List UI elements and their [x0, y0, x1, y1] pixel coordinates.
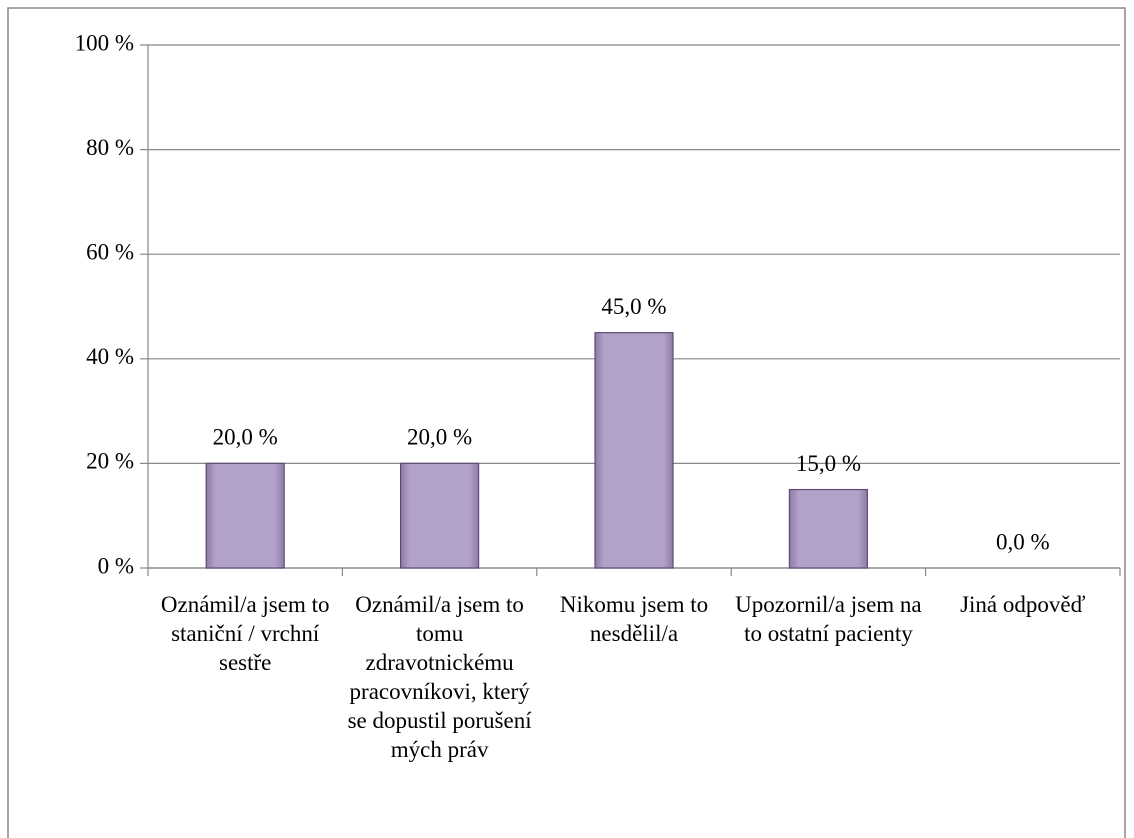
value-label: 20,0 % [213, 425, 278, 450]
bar [205, 462, 285, 569]
x-tick-label: Jiná odpověď [960, 592, 1086, 617]
x-tick-label: Nikomu jsem to nesdělil/a [560, 592, 708, 646]
y-tick-label: 0 % [98, 553, 134, 578]
bar [400, 462, 480, 569]
bar [788, 488, 869, 569]
bar [594, 332, 674, 569]
y-tick-label: 100 % [75, 30, 134, 55]
value-label: 45,0 % [601, 294, 666, 319]
y-tick-label: 20 % [86, 449, 134, 474]
x-tick-label: Oznámil/a jsem to staniční / vrchní sestře [161, 592, 330, 675]
chart-border [7, 7, 1126, 838]
y-tick-label: 60 % [86, 239, 134, 264]
value-label: 20,0 % [407, 425, 472, 450]
value-label: 0,0 % [996, 529, 1050, 554]
value-label: 15,0 % [796, 451, 861, 476]
x-tick-label: Oznámil/a jsem to tomu zdravotnickému praco… [348, 592, 533, 762]
y-tick-label: 40 % [86, 344, 134, 369]
y-tick-label: 80 % [86, 135, 134, 160]
x-tick-label: Upozornil/a jsem na to ostatní pacienty [735, 592, 922, 646]
